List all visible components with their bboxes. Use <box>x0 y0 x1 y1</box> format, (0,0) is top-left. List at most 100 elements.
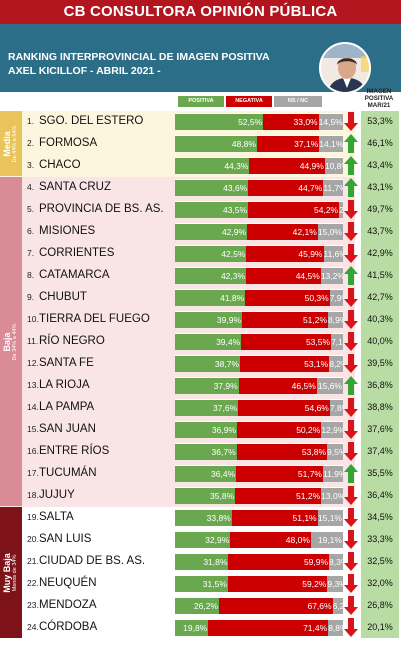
bar-nsnc: 7,8% <box>329 400 343 416</box>
stacked-bar: 36,7%53,8%9,5% <box>175 443 343 460</box>
bar-nsnc: 19,1% <box>310 532 343 548</box>
mar-value: 35,5% <box>367 468 393 478</box>
group-label-block: Media De 44% a 54% <box>0 111 22 176</box>
bar-positiva: 42,3% <box>175 268 247 284</box>
bar-nsnc: 9,5% <box>327 444 343 460</box>
bar-nsnc: 15,6% <box>316 378 343 394</box>
mar-value: 32,5% <box>367 556 393 566</box>
mar-value: 43,7% <box>367 226 393 236</box>
rank-number: 7. <box>27 248 35 258</box>
mar-value: 38,8% <box>367 402 393 412</box>
mar-value: 39,5% <box>367 358 393 368</box>
bar-nsnc: 11,7% <box>323 180 343 196</box>
mar-value: 43,1% <box>367 182 393 192</box>
mar-value: 42,9% <box>367 248 393 258</box>
bar-positiva: 31,5% <box>175 576 228 592</box>
mar-column-background <box>361 111 399 638</box>
arrow-down-icon <box>343 353 359 374</box>
bar-nsnc: 8,8% <box>328 620 343 636</box>
stacked-bar: 39,9%51,2%8,9% <box>175 311 343 328</box>
arrow-down-icon <box>343 331 359 352</box>
bar-positiva: 36,9% <box>175 422 237 438</box>
province-name: CORRIENTES <box>39 247 115 259</box>
mar-value: 40,3% <box>367 314 393 324</box>
province-name: TUCUMÁN <box>39 467 97 479</box>
bar-negativa: 48,0% <box>230 532 311 548</box>
legend-negativa: NEGATIVA <box>226 96 272 107</box>
province-name: SGO. DEL ESTERO <box>39 115 144 127</box>
bar-positiva: 39,9% <box>175 312 243 328</box>
rank-number: 6. <box>27 226 35 236</box>
group-label-block: Muy Baja Menos de 34% <box>0 507 22 638</box>
arrow-down-icon <box>343 529 359 550</box>
province-name: MENDOZA <box>39 599 97 611</box>
bar-negativa: 59,9% <box>228 554 330 570</box>
bar-negativa: 53,1% <box>240 356 330 372</box>
rank-number: 8. <box>27 270 35 280</box>
chart-title: RANKING INTERPROVINCIAL DE IMAGEN POSITI… <box>8 51 270 63</box>
bar-positiva: 44,3% <box>175 158 250 174</box>
arrow-down-icon <box>343 199 359 220</box>
table-row: 21.CIUDAD DE BS. AS. 31,8%59,9%8,3% 32,5% <box>22 551 401 572</box>
bar-positiva: 42,9% <box>175 224 248 240</box>
bar-nsnc: 11,9% <box>322 466 343 482</box>
table-row: 23.MENDOZA 26,2%67,6%6,2% 26,8% <box>22 595 401 616</box>
bar-positiva: 37,9% <box>175 378 239 394</box>
stacked-bar: 33,8% 51,1% 15,1% <box>175 509 343 526</box>
bar-nsnc: 8,2% <box>329 356 343 372</box>
subtitle-banner: RANKING INTERPROVINCIAL DE IMAGEN POSITI… <box>0 24 401 94</box>
arrow-down-icon <box>343 419 359 440</box>
group-label: Baja <box>2 331 12 352</box>
stacked-bar: 37,6%54,6%7,8% <box>175 399 343 416</box>
table-row: 5. PROVINCIA DE BS. AS. 43,5%54,2%2,3% 49,7… <box>22 199 401 220</box>
bar-nsnc: 12,9% <box>321 422 343 438</box>
province-name: SANTA CRUZ <box>39 181 111 193</box>
bar-nsnc: 15,1% <box>317 510 343 526</box>
arrow-down-icon <box>343 221 359 242</box>
chart-subtitle: AXEL KICILLOF - ABRIL 2021 - <box>8 65 161 77</box>
stacked-bar: 19,8%71,4%8,8% <box>175 619 343 636</box>
bar-negativa: 50,3% <box>245 290 330 306</box>
province-name: CHACO <box>39 159 81 171</box>
mar-value: 33,3% <box>367 534 393 544</box>
mar-value: 53,3% <box>367 116 393 126</box>
province-name: LA RIOJA <box>39 379 90 391</box>
bar-negativa: 45,9% <box>246 246 324 262</box>
bar-positiva: 31,8% <box>175 554 229 570</box>
stacked-bar: 42,9% 42,1% 15,0% <box>175 223 343 240</box>
arrow-down-icon <box>343 573 359 594</box>
bar-negativa: 54,2% <box>248 202 340 218</box>
stacked-bar: 52,5% 33,0% 14,5% <box>175 113 343 130</box>
stacked-bar: 38,7%53,1%8,2% <box>175 355 343 372</box>
bar-positiva: 52,5% <box>175 114 264 130</box>
bar-nsnc: 11,6% <box>323 246 343 262</box>
table-row: 19. SALTA 33,8% 51,1% 15,1% 34,5% <box>22 507 401 528</box>
province-name: CATAMARCA <box>39 269 110 281</box>
rank-number: 24. <box>27 622 39 632</box>
province-name: TIERRA DEL FUEGO <box>39 313 150 325</box>
bar-nsnc: 2,3% <box>339 202 343 218</box>
table-row: 18. JUJUY 35,8% 51,2% 13,0% 36,4% <box>22 485 401 506</box>
stacked-bar: 37,9% 46,5% 15,6% <box>175 377 343 394</box>
bar-positiva: 19,8% <box>175 620 209 636</box>
province-name: FORMOSA <box>39 137 98 149</box>
table-row: 17.TUCUMÁN 36,4%51,7%11,9% 35,5% <box>22 463 401 484</box>
province-name: ENTRE RÍOS <box>39 445 110 457</box>
mar-value: 32,0% <box>367 578 393 588</box>
arrow-up-icon <box>343 375 359 396</box>
table-row: 16.ENTRE RÍOS 36,7%53,8%9,5% 37,4% <box>22 441 401 462</box>
bar-negativa: 54,6% <box>238 400 330 416</box>
mar-value: 20,1% <box>367 622 393 632</box>
bar-nsnc: 7,9% <box>329 290 343 306</box>
arrow-down-icon <box>343 617 359 638</box>
rank-number: 1. <box>27 116 35 126</box>
rank-number: 2. <box>27 138 35 148</box>
stacked-bar: 35,8% 51,2% 13,0% <box>175 487 343 504</box>
bar-nsnc: 8,3% <box>329 554 343 570</box>
bar-negativa: 71,4% <box>208 620 329 636</box>
rank-number: 3. <box>27 160 35 170</box>
group-label: Muy Baja <box>2 552 12 593</box>
rank-number: 23. <box>27 600 39 610</box>
rank-number: 15. <box>27 424 39 434</box>
table-row: 9. CHUBUT 41,8%50,3%7,9% 42,7% <box>22 287 401 308</box>
